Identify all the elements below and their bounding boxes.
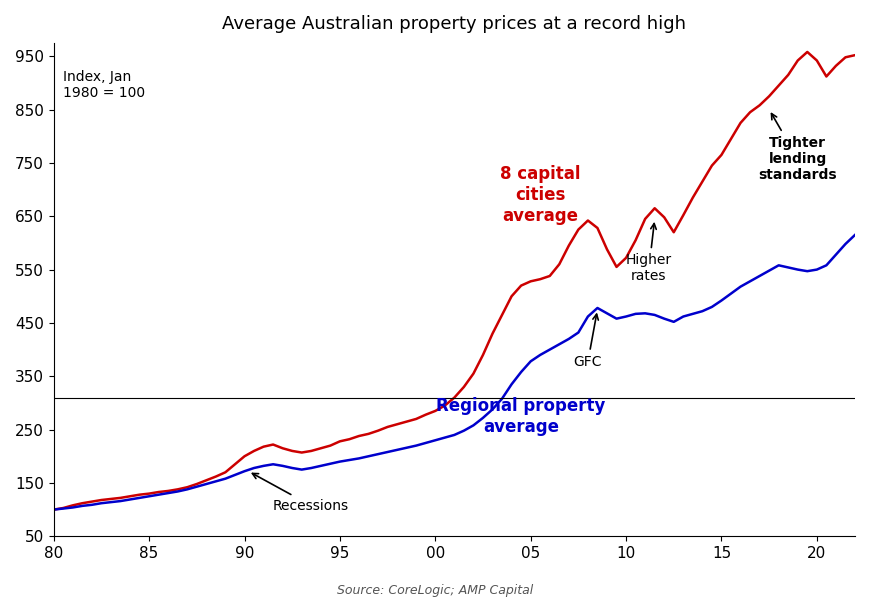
Text: Index, Jan
1980 = 100: Index, Jan 1980 = 100 [63,70,145,100]
Text: GFC: GFC [573,314,601,368]
Text: Higher
rates: Higher rates [625,224,671,283]
Title: Average Australian property prices at a record high: Average Australian property prices at a … [222,15,686,33]
Text: Source: CoreLogic; AMP Capital: Source: CoreLogic; AMP Capital [336,584,533,597]
Text: Recessions: Recessions [252,473,348,512]
Text: 8 capital
cities
average: 8 capital cities average [500,165,580,225]
Text: Regional property
average: Regional property average [436,397,605,436]
Text: Tighter
lending
standards: Tighter lending standards [758,113,836,182]
